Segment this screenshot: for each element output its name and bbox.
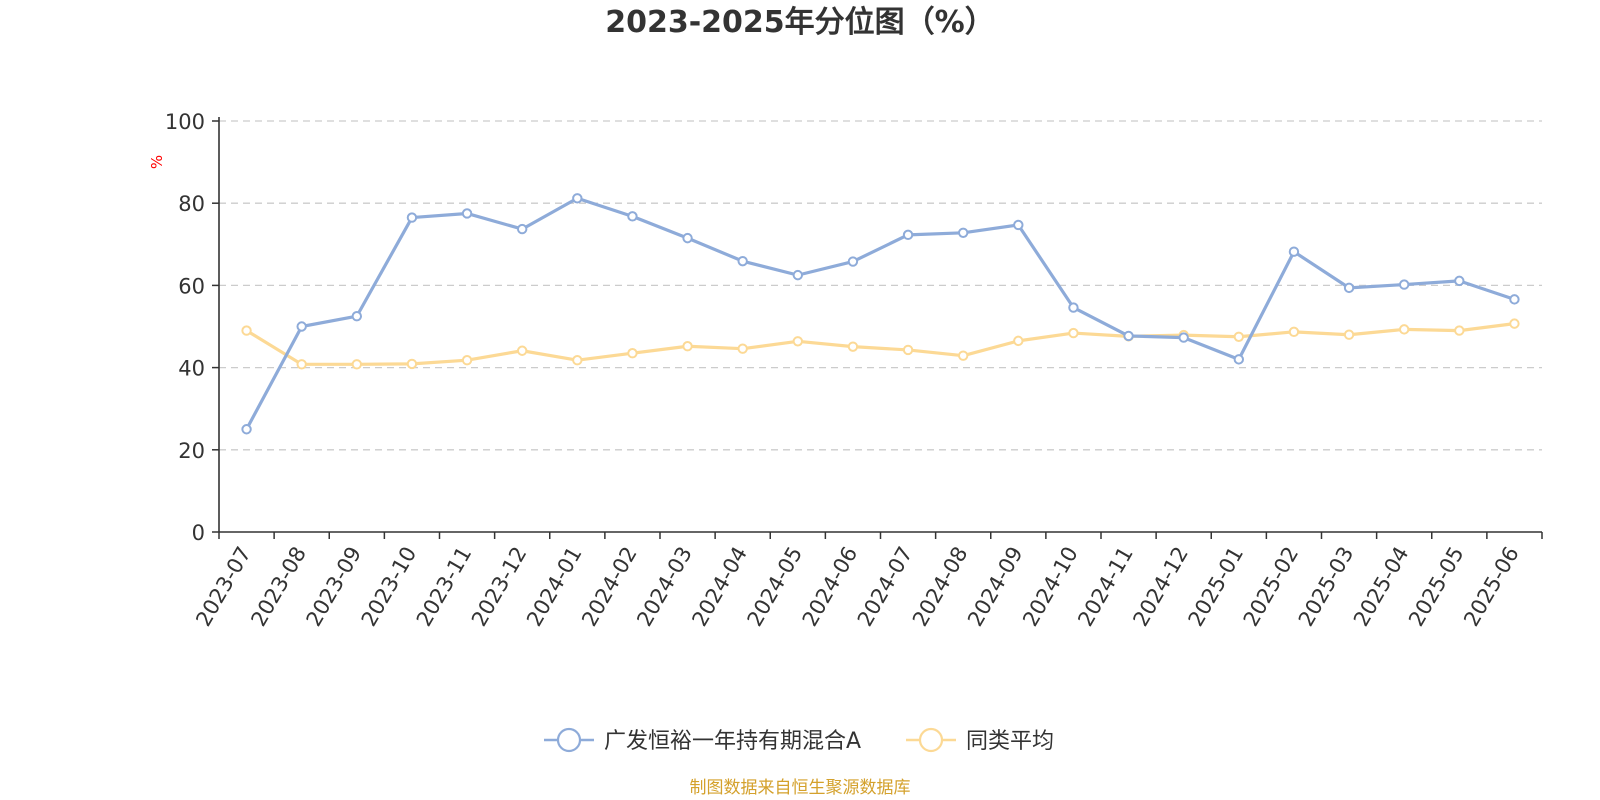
data-point-s2-2025-01: [1233, 331, 1245, 342]
data-point-s2-2023-09: [351, 359, 363, 370]
legend-label-1: 广发恒裕一年持有期混合A: [604, 729, 861, 754]
data-point-s1-2024-03: [682, 232, 693, 244]
data-point-s1-2024-09: [1013, 219, 1024, 231]
data-point-s1-2023-09: [351, 311, 363, 322]
data-point-s1-2025-04: [1398, 279, 1410, 290]
y-axis-unit-label: %: [148, 155, 166, 169]
data-point-s1-2025-01: [1233, 354, 1245, 365]
legend-item-2[interactable]: 同类平均: [906, 727, 1054, 754]
chart-title: 2023-2025年分位图（%）: [605, 5, 995, 40]
data-point-s2-2023-10: [406, 358, 418, 370]
data-point-s2-2025-06: [1509, 318, 1520, 329]
data-point-s1-2024-01: [572, 193, 583, 204]
data-point-s2-2023-12: [516, 345, 528, 356]
data-point-s2-2024-08: [957, 350, 969, 361]
y-tick-label-60: 60: [178, 274, 205, 298]
data-point-s1-2024-05: [792, 269, 804, 281]
legend-marker-2: [918, 727, 944, 753]
data-point-s2-2023-07: [241, 325, 252, 336]
data-point-s1-2025-02: [1288, 246, 1300, 257]
data-point-s2-2024-10: [1068, 327, 1079, 339]
data-point-s2-2024-07: [902, 344, 914, 356]
data-point-s2-2025-03: [1343, 329, 1355, 340]
data-point-s2-2024-01: [572, 355, 583, 366]
data-point-s2-2023-08: [296, 359, 307, 370]
series-line-1: [244, 196, 1517, 431]
data-point-s2-2025-04: [1398, 324, 1410, 335]
data-point-s1-2024-06: [847, 256, 859, 267]
x-tick-label-2025-06: 2025-06: [1459, 543, 1524, 631]
legend-item-1[interactable]: 广发恒裕一年持有期混合A: [544, 727, 861, 754]
data-point-s2-2024-02: [627, 348, 638, 359]
y-tick-label-20: 20: [178, 439, 205, 463]
data-point-s2-2025-02: [1288, 326, 1300, 338]
data-point-s1-2023-10: [406, 212, 418, 223]
data-point-s2-2023-11: [461, 355, 473, 366]
data-point-s2-2024-05: [792, 336, 804, 347]
data-point-s1-2025-06: [1509, 294, 1520, 305]
axes: 0204060801002023-072023-082023-092023-10…: [165, 110, 1543, 631]
data-point-s1-2025-03: [1343, 282, 1355, 294]
series-lines: [241, 193, 1520, 435]
y-tick-label-40: 40: [178, 357, 205, 381]
data-point-s1-2024-08: [957, 227, 969, 238]
data-point-s1-2023-08: [296, 321, 307, 332]
data-source-note: 制图数据来自恒生聚源数据库: [690, 778, 911, 798]
data-point-s2-2024-03: [682, 341, 693, 352]
data-point-s1-2023-07: [241, 424, 252, 435]
data-point-s1-2024-11: [1123, 330, 1134, 342]
legend[interactable]: 广发恒裕一年持有期混合A 同类平均: [544, 727, 1054, 754]
data-point-s1-2024-02: [627, 211, 638, 222]
data-point-s2-2025-05: [1454, 325, 1465, 336]
y-tick-label-80: 80: [178, 192, 205, 216]
data-point-s1-2023-11: [461, 208, 473, 219]
data-point-s2-2024-04: [737, 343, 748, 354]
data-point-s2-2024-09: [1013, 335, 1024, 347]
data-point-s2-2024-06: [847, 341, 859, 352]
grid-lines: [219, 120, 1542, 451]
series-line-2: [244, 322, 1517, 366]
y-tick-label-0: 0: [192, 521, 205, 545]
data-point-s1-2025-05: [1454, 275, 1465, 287]
legend-label-2: 同类平均: [966, 729, 1054, 754]
data-point-s1-2024-04: [737, 255, 748, 267]
legend-marker-1: [556, 727, 582, 753]
data-point-s1-2023-12: [516, 223, 528, 235]
y-tick-label-100: 100: [165, 110, 205, 134]
data-point-s1-2024-12: [1178, 332, 1189, 343]
data-point-s1-2024-10: [1068, 302, 1079, 313]
data-point-s1-2024-07: [902, 229, 914, 241]
